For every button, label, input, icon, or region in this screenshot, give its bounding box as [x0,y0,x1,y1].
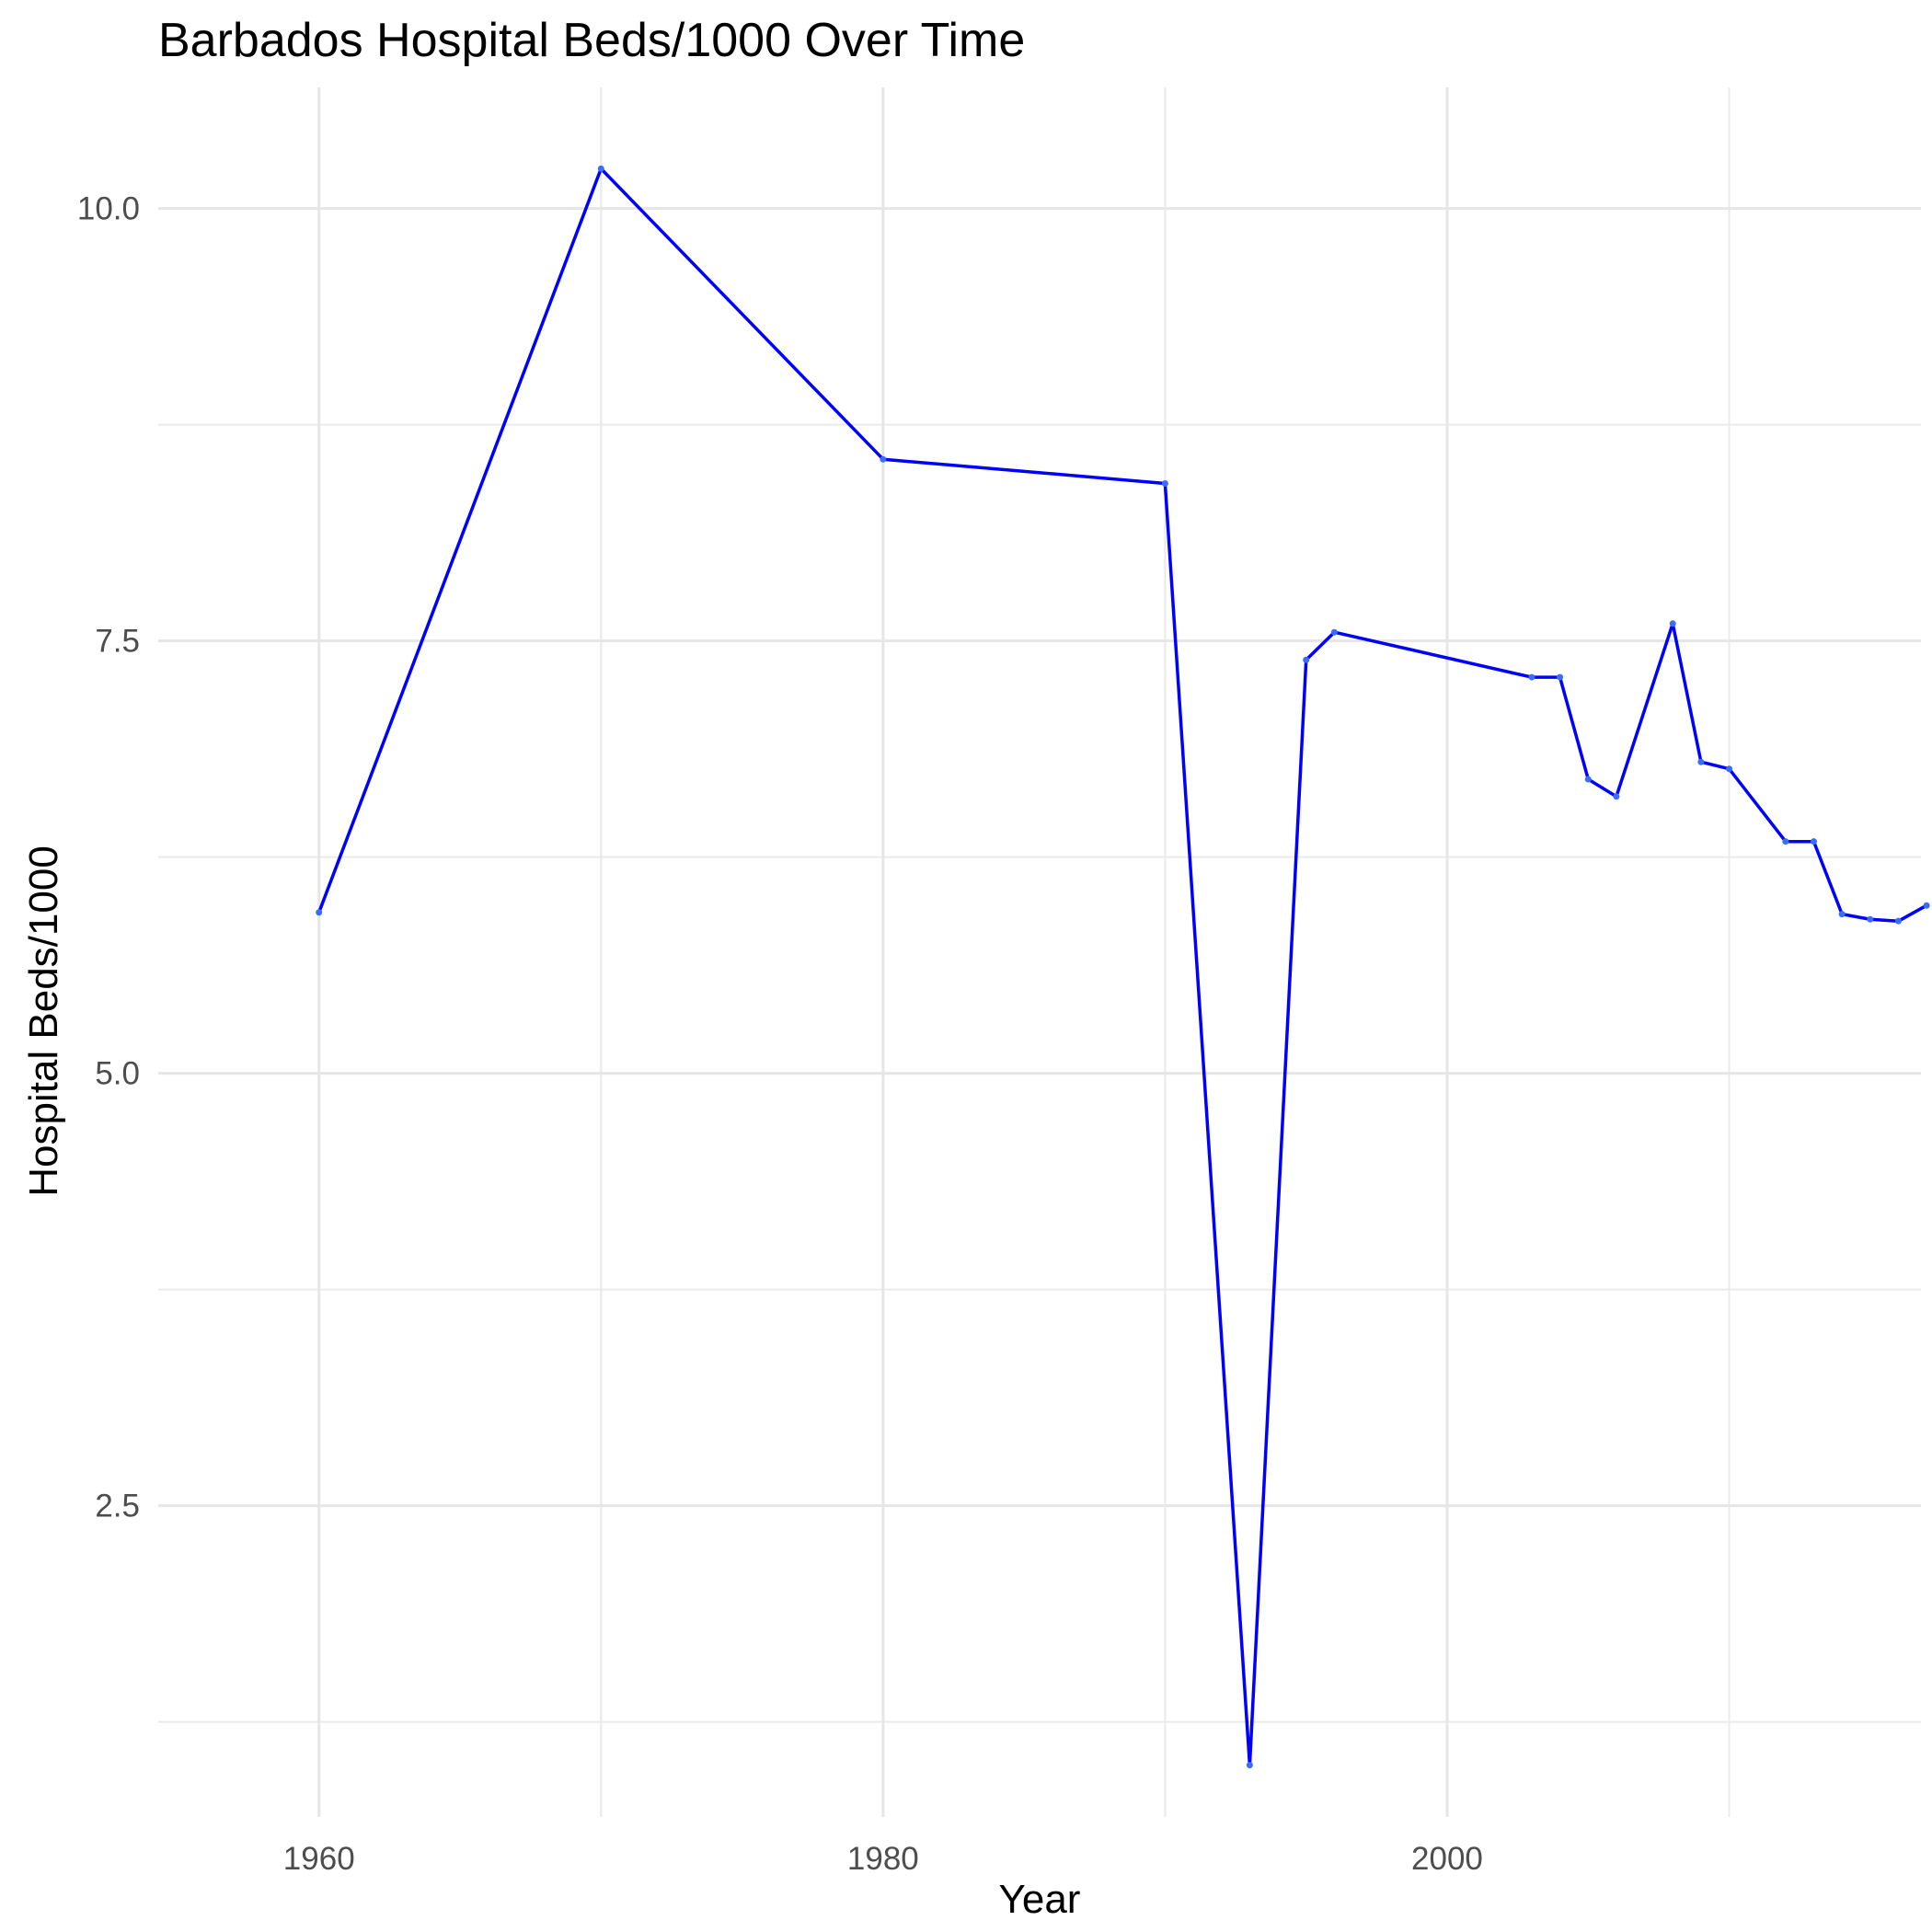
data-point [1161,480,1168,488]
x-tick-label: 1960 [283,1841,355,1877]
data-point [1584,776,1592,783]
data-point [1782,838,1789,845]
x-axis-title: Year [998,1877,1081,1922]
x-tick-label: 1980 [847,1841,919,1877]
data-point [1867,915,1874,923]
data-point [1811,838,1818,845]
data-point [880,455,887,463]
y-tick-label: 7.5 [95,624,140,660]
data-point [1697,758,1705,765]
data-point [1303,656,1310,663]
data-point [1557,673,1564,681]
y-tick-label: 10.0 [77,191,140,227]
data-point [1613,793,1620,800]
data-point [1669,620,1676,627]
x-axis-title-wrap: Year [0,1877,1932,1923]
data-point [1528,673,1535,681]
data-point [1246,1762,1253,1769]
data-point [597,165,604,172]
data-point [1330,628,1338,636]
y-tick-label: 5.0 [95,1056,140,1092]
data-point [1726,765,1733,773]
data-point [1894,917,1902,925]
chart-title: Barbados Hospital Beds/1000 Over Time [158,14,1026,67]
y-tick-label: 2.5 [95,1489,140,1524]
x-tick-label: 2000 [1411,1841,1483,1877]
series-line [317,167,1927,1767]
data-point [316,909,323,916]
data-point [1838,911,1846,918]
y-axis-title: Hospital Beds/1000 [21,845,66,1197]
data-point [1923,902,1930,909]
